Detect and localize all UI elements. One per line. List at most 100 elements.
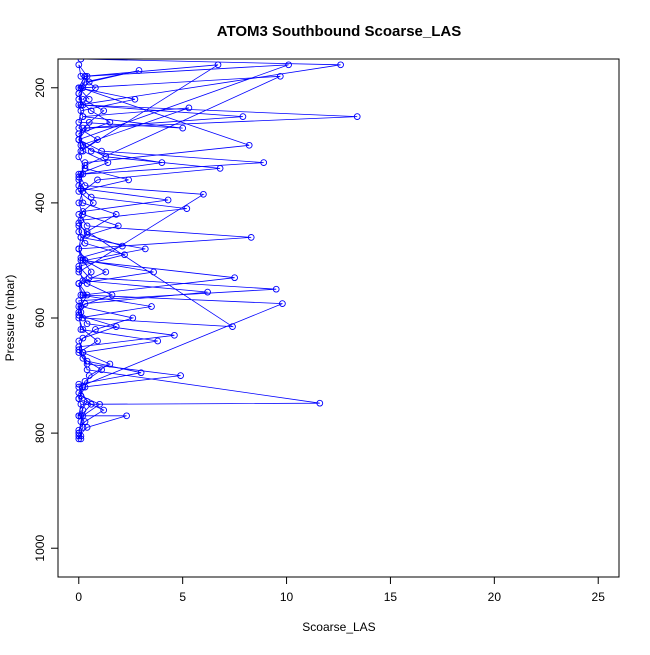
data-point xyxy=(104,159,112,166)
data-point xyxy=(279,300,286,307)
data-point xyxy=(75,173,83,181)
data-point xyxy=(98,147,105,155)
data-point xyxy=(125,176,132,184)
data-point xyxy=(79,326,87,333)
data-point xyxy=(87,193,95,201)
data-point xyxy=(231,274,238,282)
data-point xyxy=(77,234,85,241)
data-point xyxy=(214,61,222,69)
data-point xyxy=(77,147,85,155)
data-point xyxy=(112,211,120,218)
data-point xyxy=(77,59,85,63)
data-point xyxy=(121,251,128,259)
data-point xyxy=(94,176,101,184)
data-point xyxy=(272,285,280,293)
data-point xyxy=(158,159,166,166)
data-point xyxy=(200,190,207,198)
data-point xyxy=(102,268,110,276)
data-point xyxy=(75,199,83,207)
data-point xyxy=(77,254,85,261)
data-point xyxy=(106,118,114,126)
data-point xyxy=(75,130,83,138)
data-point xyxy=(83,357,91,365)
data-point xyxy=(81,239,89,247)
data-point xyxy=(141,245,149,253)
data-point xyxy=(89,199,97,207)
data-point xyxy=(179,124,187,132)
series-5 xyxy=(75,72,284,437)
data-point xyxy=(77,392,85,400)
y-tick-label: 600 xyxy=(33,308,47,328)
data-point xyxy=(79,277,87,284)
data-point xyxy=(79,199,87,207)
series-line xyxy=(77,64,252,437)
series-line xyxy=(78,64,320,440)
data-point xyxy=(75,219,83,227)
data-point xyxy=(154,337,162,345)
data-point xyxy=(77,107,85,115)
data-point xyxy=(85,95,93,103)
x-axis-label: Scoarse_LAS xyxy=(302,620,375,634)
data-point xyxy=(353,113,361,120)
data-point xyxy=(245,141,253,149)
x-tick-label: 15 xyxy=(384,590,398,604)
data-point xyxy=(77,400,85,408)
data-point xyxy=(94,337,101,345)
data-point xyxy=(229,323,236,330)
data-point xyxy=(79,291,87,299)
series-line xyxy=(78,75,281,434)
data-point xyxy=(131,95,139,103)
data-point xyxy=(92,326,99,333)
data-point xyxy=(247,234,255,241)
data-point xyxy=(185,104,193,112)
data-point xyxy=(85,118,93,126)
data-point xyxy=(83,320,91,328)
data-point xyxy=(79,412,87,420)
data-point xyxy=(123,412,130,420)
y-tick-label: 200 xyxy=(33,77,47,97)
data-point xyxy=(102,153,110,161)
data-point xyxy=(119,242,126,250)
data-point xyxy=(171,331,178,339)
data-point xyxy=(81,300,89,307)
data-point xyxy=(108,291,116,299)
data-point xyxy=(81,418,89,425)
data-point xyxy=(96,400,103,408)
data-point xyxy=(77,291,85,299)
data-point xyxy=(100,406,108,414)
data-point xyxy=(148,303,155,310)
data-point xyxy=(92,84,99,92)
data-point xyxy=(77,326,85,333)
data-point xyxy=(137,369,145,377)
data-point xyxy=(77,185,85,192)
data-point xyxy=(204,288,211,296)
data-point xyxy=(114,222,122,230)
x-tick-label: 20 xyxy=(488,590,502,604)
data-point xyxy=(83,231,91,238)
data-point xyxy=(81,162,89,169)
data-point xyxy=(94,136,101,143)
data-point xyxy=(75,245,83,253)
y-tick-label: 800 xyxy=(33,423,47,443)
plot-area xyxy=(75,59,361,443)
data-point xyxy=(239,113,247,120)
data-point xyxy=(83,222,91,230)
data-point xyxy=(75,429,83,437)
x-tick-label: 25 xyxy=(592,590,606,604)
data-point xyxy=(285,61,292,69)
data-point xyxy=(87,268,95,276)
data-point xyxy=(79,113,87,120)
data-point xyxy=(75,311,83,319)
data-point xyxy=(79,84,87,92)
data-point xyxy=(164,196,172,204)
data-point xyxy=(75,153,83,161)
data-point xyxy=(75,95,83,103)
data-point xyxy=(75,84,83,92)
data-point xyxy=(337,61,344,69)
data-point xyxy=(75,61,83,69)
data-point xyxy=(87,147,95,155)
data-point xyxy=(260,159,268,166)
data-point xyxy=(75,346,83,354)
x-tick-label: 10 xyxy=(280,590,294,604)
